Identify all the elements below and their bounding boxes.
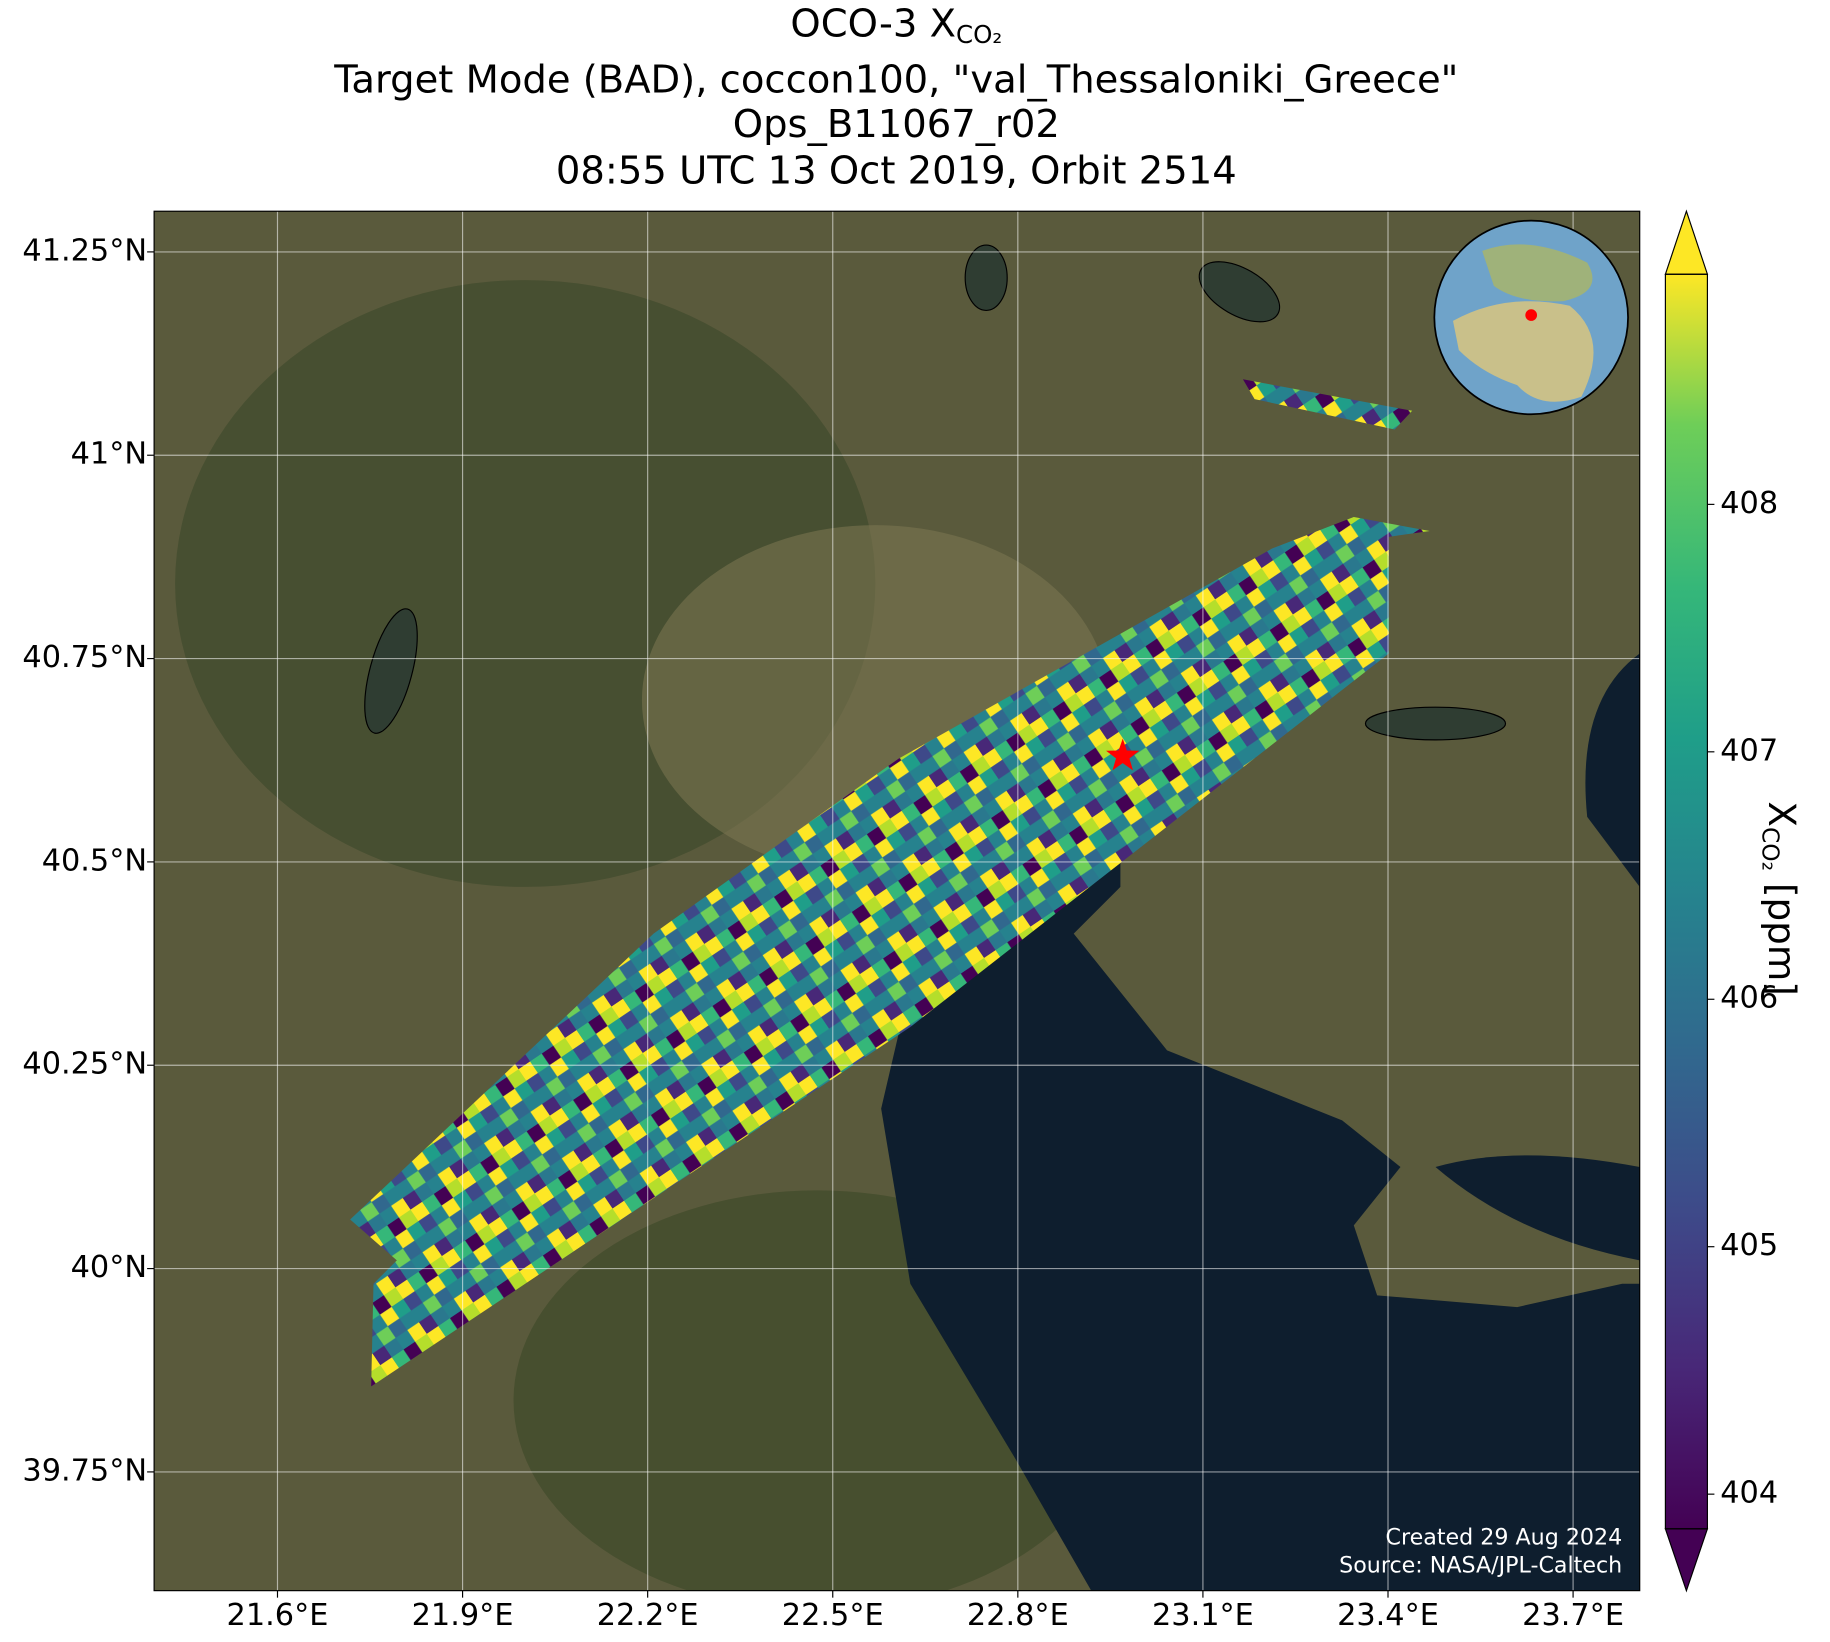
gridlines: [154, 211, 1640, 1591]
colorbar-label-sub: CO₂: [1757, 827, 1785, 871]
x-tick-label: 23.7°E: [1522, 1598, 1624, 1633]
x-tick-label: 21.9°E: [412, 1598, 514, 1633]
title-line: OCO-3 XCO₂: [790, 1, 1002, 49]
sea: [881, 758, 1640, 1591]
colorbar-label: XCO₂ [ppm]: [1757, 801, 1805, 995]
x-tick-label: 22.2°E: [597, 1598, 699, 1633]
x-tick-label: 23.4°E: [1337, 1598, 1439, 1633]
y-tick-label: 39.75°N: [22, 1453, 147, 1488]
map: [154, 211, 1640, 1591]
colorbar-label-unit: [ppm]: [1760, 871, 1804, 996]
colorbar-tick-label: 408: [1720, 486, 1778, 521]
colorbar-label-text: X: [1760, 801, 1804, 827]
title-line: 08:55 UTC 13 Oct 2019, Orbit 2514: [556, 148, 1237, 193]
title-line: Ops_B11067_r02: [733, 102, 1060, 147]
site-marker: [1106, 738, 1140, 771]
colorbar: [1664, 209, 1709, 1593]
title-text: Ops_B11067_r02: [733, 102, 1060, 147]
map-frame: [153, 210, 1641, 1592]
lake: [1198, 261, 1281, 323]
y-tick-label: 41°N: [71, 437, 147, 472]
colorbar-tick-label: 404: [1720, 1476, 1778, 1511]
sea: [1585, 653, 1640, 887]
x-tick-label: 23.1°E: [1152, 1598, 1254, 1633]
y-tick-label: 41.25°N: [22, 233, 147, 268]
x-tick-label: 22.8°E: [967, 1598, 1069, 1633]
xco2-swath: [1242, 379, 1413, 430]
colorbar-tick-label: 405: [1720, 1228, 1778, 1263]
colorbar-extend: [1664, 1528, 1709, 1593]
lake: [964, 244, 1008, 312]
sea: [1435, 1155, 1640, 1261]
globe-site: [1525, 309, 1538, 321]
credit: Created 29 Aug 2024: [1386, 1525, 1623, 1551]
y-tick-label: 40.25°N: [22, 1047, 147, 1082]
lake: [364, 608, 418, 734]
title-text: Target Mode (BAD), coccon100, "val_Thess…: [333, 57, 1458, 102]
y-tick-label: 40.75°N: [22, 640, 147, 675]
y-tick-label: 40°N: [71, 1250, 147, 1285]
x-tick-label: 21.6°E: [227, 1598, 329, 1633]
colorbar-ramp: [1665, 274, 1708, 1529]
xco2-swath: [350, 516, 1430, 1387]
credit: Source: NASA/JPL-Caltech: [1339, 1553, 1622, 1579]
colorbar-extend: [1664, 209, 1709, 275]
y-tick-label: 40.5°N: [42, 843, 147, 878]
title-line: Target Mode (BAD), coccon100, "val_Thess…: [333, 57, 1458, 102]
title-subscript: CO₂: [956, 20, 1002, 49]
title-text: 08:55 UTC 13 Oct 2019, Orbit 2514: [556, 148, 1237, 193]
title-text: OCO-3 X: [790, 1, 956, 46]
colorbar-tick-label: 407: [1720, 733, 1778, 768]
colorbar-tick-label: 406: [1720, 981, 1778, 1016]
colorbar-frame: [1664, 273, 1708, 1530]
x-tick-label: 22.5°E: [782, 1598, 884, 1633]
lake: [1364, 706, 1507, 741]
